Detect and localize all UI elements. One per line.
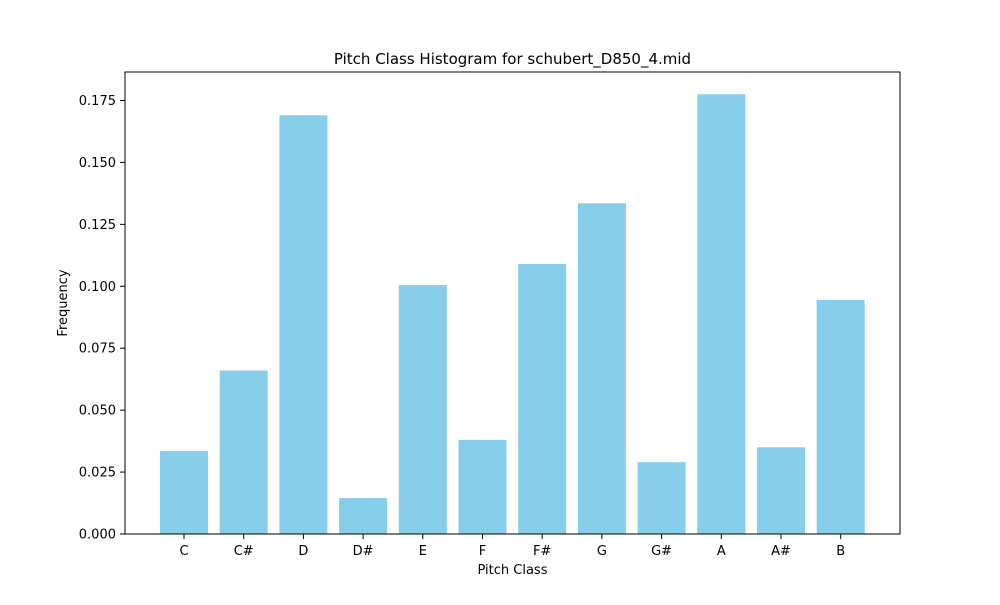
bar-A	[697, 94, 746, 534]
x-tick-label: C	[179, 544, 188, 559]
bar-C	[160, 451, 208, 534]
bar-A-sharp	[757, 447, 805, 534]
x-tick-label: G	[597, 544, 607, 559]
bar-G-sharp	[637, 462, 686, 534]
bar-C-sharp	[219, 370, 268, 534]
x-axis-ticks: C C# D D# E F F# G G# A A# B	[179, 534, 845, 559]
plot-frame	[124, 71, 901, 535]
x-axis-label: Pitch Class	[478, 563, 548, 578]
bar-B	[816, 299, 865, 534]
bars-layer	[160, 94, 865, 535]
bar-G	[577, 203, 626, 534]
y-axis-label: Frequency	[56, 269, 71, 336]
x-tick-label: A	[717, 544, 726, 559]
x-tick-label: E	[419, 544, 427, 559]
y-tick-label: 0.075	[79, 342, 116, 357]
y-tick-label: 0.175	[79, 94, 116, 109]
bar-F	[458, 439, 507, 534]
x-tick-label: G#	[651, 544, 672, 559]
x-tick-label: C#	[234, 544, 254, 559]
y-tick-label: 0.000	[79, 528, 116, 543]
x-tick-label: A#	[771, 544, 791, 559]
y-tick-label: 0.050	[79, 404, 116, 419]
y-tick-label: 0.100	[79, 280, 116, 295]
bar-E	[398, 285, 447, 534]
x-tick-label: D	[298, 544, 308, 559]
y-axis-ticks: 0.000 0.025 0.050 0.075 0.100 0.125 0.150 0.175	[79, 94, 125, 543]
chart-title: Pitch Class Histogram for schubert_D850_…	[334, 50, 691, 69]
bar-D-sharp	[339, 498, 388, 534]
x-tick-label: F#	[533, 544, 551, 559]
x-tick-label: B	[836, 544, 845, 559]
bar-F-sharp	[518, 263, 567, 534]
x-tick-label: D#	[353, 544, 374, 559]
x-tick-label: F	[479, 544, 486, 559]
y-tick-label: 0.125	[79, 218, 116, 233]
y-tick-label: 0.150	[79, 156, 116, 171]
y-tick-label: 0.025	[79, 466, 116, 481]
bar-D	[279, 115, 328, 535]
